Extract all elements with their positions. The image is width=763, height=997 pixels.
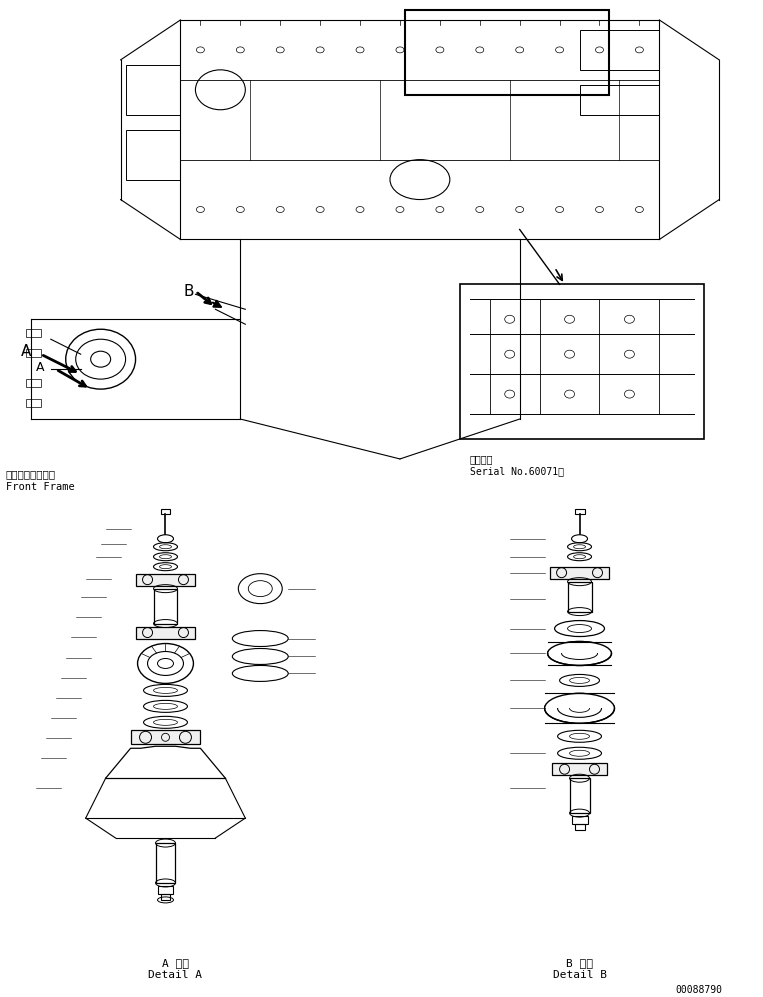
Text: フロントフレーム: フロントフレーム — [6, 469, 56, 479]
Text: A 詳細: A 詳細 — [162, 958, 189, 968]
Bar — [545, 693, 614, 708]
Text: B: B — [183, 284, 194, 299]
Bar — [571, 817, 588, 825]
Bar — [580, 30, 659, 70]
Bar — [156, 843, 175, 883]
Bar — [548, 641, 611, 653]
Bar — [568, 581, 591, 611]
Bar — [136, 573, 195, 585]
Text: Detail B: Detail B — [552, 970, 607, 980]
Bar — [26, 399, 40, 407]
Bar — [160, 894, 170, 900]
Text: Front Frame: Front Frame — [6, 482, 75, 492]
Bar — [26, 329, 40, 337]
Bar — [126, 65, 181, 115]
Bar — [552, 764, 607, 776]
Bar — [130, 731, 201, 745]
Bar — [549, 566, 610, 578]
Text: B 詳細: B 詳細 — [566, 958, 593, 968]
Bar — [126, 130, 181, 179]
Bar — [26, 379, 40, 387]
Bar — [575, 825, 584, 831]
Bar — [160, 508, 170, 513]
Bar — [136, 626, 195, 638]
Bar — [405, 10, 610, 95]
Bar — [157, 886, 173, 894]
Bar — [26, 349, 40, 357]
Bar — [575, 508, 584, 513]
Text: Detail A: Detail A — [149, 970, 202, 980]
Text: Serial No.60071～: Serial No.60071～ — [470, 466, 564, 476]
Bar — [153, 588, 178, 623]
Text: 00088790: 00088790 — [676, 985, 723, 995]
Text: 適用号機: 適用号機 — [470, 454, 494, 464]
Text: A: A — [36, 361, 44, 374]
Bar — [460, 284, 704, 439]
Bar — [580, 85, 659, 115]
Text: A: A — [21, 344, 31, 359]
Bar — [569, 779, 590, 814]
